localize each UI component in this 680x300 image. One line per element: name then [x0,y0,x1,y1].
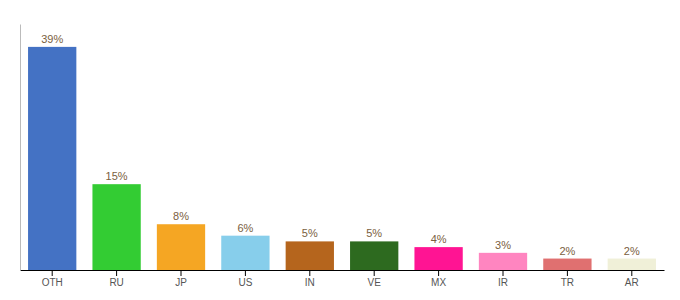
bar [221,236,269,270]
bar [543,259,591,270]
x-tick-label: JP [175,277,187,288]
x-tick-mark [438,270,439,276]
plot-area: OTH RU JP US IN VE MX IR TR AR 39% 15% 8% 6% 5% 5% 4% 3% 2… [21,25,665,289]
chart: OTH RU JP US IN VE MX IR TR AR 39% 15% 8% 6% 5% 5% 4% 3% 2… [0,0,680,300]
x-tick: RU [109,270,123,288]
data-label: 3% [495,239,511,251]
x-tick-label: VE [368,277,382,288]
data-label: 5% [366,227,382,239]
bar [157,224,205,270]
x-tick-label: TR [561,277,574,288]
x-axis: OTH RU JP US IN VE MX IR TR AR [21,270,665,288]
data-label: 8% [173,210,189,222]
x-tick: AR [625,270,639,288]
x-tick-mark [116,270,117,276]
data-label: 5% [302,227,318,239]
x-tick: IN [305,270,315,288]
x-tick-label: MX [431,277,446,288]
x-tick-mark [374,270,375,276]
bar [28,47,76,270]
x-tick-label: AR [625,277,639,288]
data-label: 2% [559,245,575,257]
data-label: 2% [624,245,640,257]
bar [479,253,527,270]
bar [286,241,334,270]
x-tick-label: IN [305,277,315,288]
x-tick: MX [431,270,446,288]
y-axis [20,25,21,271]
x-tick-mark [567,270,568,276]
x-tick-mark [631,270,632,276]
y-axis-line [20,25,21,271]
data-label: 39% [41,33,63,45]
x-tick-label: RU [109,277,123,288]
x-tick-label: US [238,277,252,288]
data-labels: 39% 15% 8% 6% 5% 5% 4% 3% 2% 2% [41,33,640,257]
x-tick-mark [181,270,182,276]
x-tick: IR [498,270,508,288]
data-label: 4% [431,233,447,245]
x-tick: OTH [42,270,63,288]
data-label: 6% [237,222,253,234]
data-label: 15% [106,170,128,182]
bar [350,241,398,270]
bar [608,259,656,270]
x-tick-mark [245,270,246,276]
bar [414,247,462,270]
bar [92,184,140,270]
x-tick: TR [561,270,574,288]
x-tick: US [238,270,252,288]
x-tick-label: OTH [42,277,63,288]
x-tick-label: IR [498,277,508,288]
x-tick-mark [309,270,310,276]
x-tick: JP [175,270,187,288]
bars [28,47,656,270]
x-tick-mark [503,270,504,276]
x-tick-mark [52,270,53,276]
x-tick: VE [368,270,382,288]
